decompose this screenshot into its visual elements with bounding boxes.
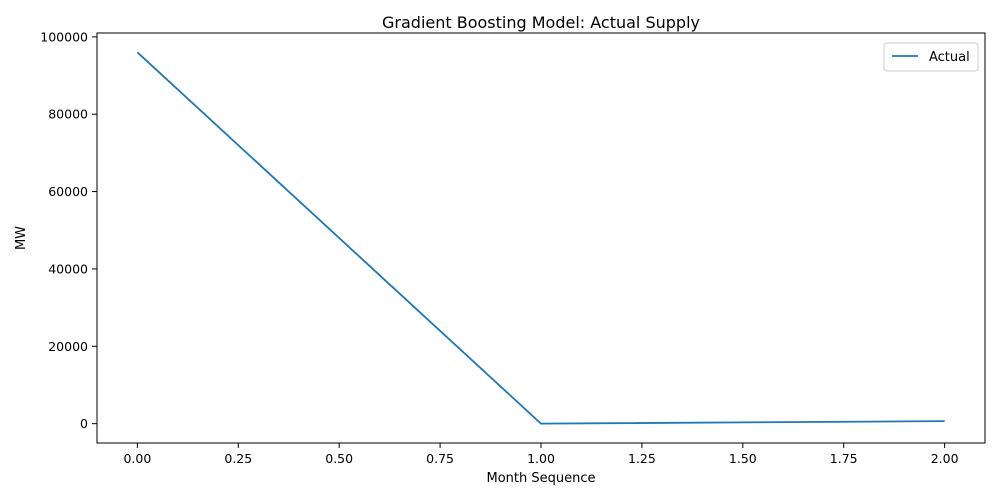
x-tick-label: 0.25 xyxy=(224,451,252,466)
plot-border xyxy=(96,32,986,444)
x-axis: 0.00 0.25 0.50 0.75 1.00 1.25 1.50 1.75 2.00 xyxy=(123,443,959,466)
y-tick-label: 100000 xyxy=(40,29,88,44)
x-tick-label: 1.25 xyxy=(628,451,656,466)
x-tick-label: 1.75 xyxy=(830,451,858,466)
x-tick-label: 1.00 xyxy=(527,451,555,466)
y-tick-label: 0 xyxy=(80,416,88,431)
plot-area xyxy=(96,32,986,444)
x-tick-label: 0.75 xyxy=(426,451,454,466)
y-tick-label: 40000 xyxy=(48,261,88,276)
x-tick-label: 1.50 xyxy=(729,451,757,466)
legend: Actual xyxy=(883,42,979,72)
y-axis: 0 20000 40000 60000 80000 100000 xyxy=(40,29,97,431)
x-tick-label: 0.50 xyxy=(325,451,353,466)
x-tick-label: 0.00 xyxy=(123,451,151,466)
x-tick-label: 2.00 xyxy=(931,451,959,466)
series-layer xyxy=(136,51,945,425)
legend-box xyxy=(883,42,979,72)
x-axis-label: Month Sequence xyxy=(486,471,595,486)
chart-title: Gradient Boosting Model: Actual Supply xyxy=(382,13,700,32)
y-tick-label: 20000 xyxy=(48,339,88,354)
y-tick-label: 80000 xyxy=(48,107,88,122)
legend-label-actual: Actual xyxy=(929,50,970,65)
y-axis-label: MW xyxy=(14,226,29,250)
y-tick-label: 60000 xyxy=(48,184,88,199)
series-line-actual xyxy=(136,51,945,425)
